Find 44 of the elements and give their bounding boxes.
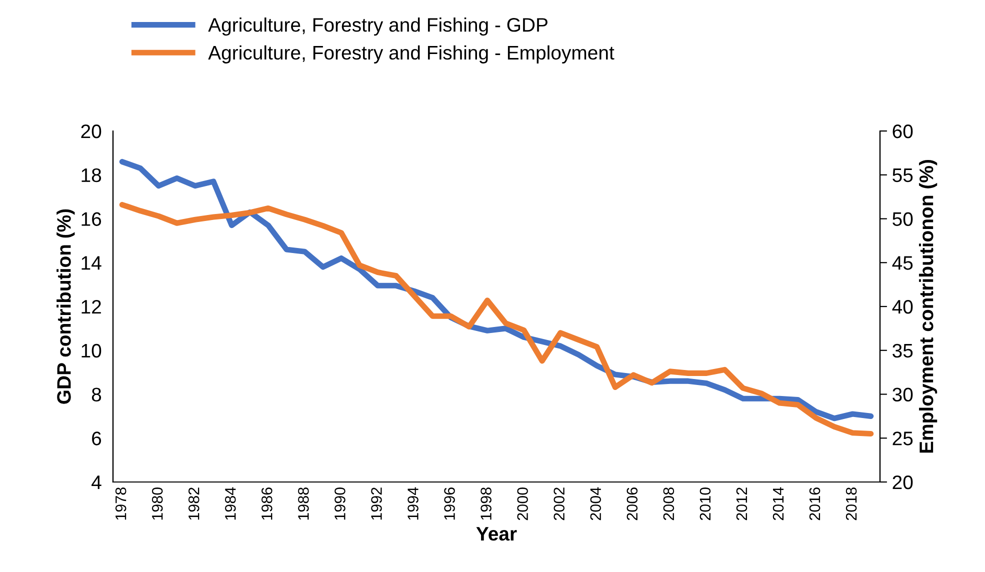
y2-tick-label: 55 [892, 168, 913, 182]
y2-tick-label: 35 [892, 344, 913, 358]
y2-tick-label: 45 [892, 256, 913, 270]
x-tick-label: 1996 [444, 488, 455, 520]
x-tick-label: 2000 [517, 487, 528, 520]
x-tick-label: 2002 [554, 488, 565, 520]
x-tick-label: 1978 [115, 488, 126, 520]
y-tick-label: 20 [81, 124, 102, 138]
y-tick-label: 6 [92, 432, 102, 446]
x-tick-label: 1986 [262, 488, 272, 520]
x-tick-label: 2006 [626, 488, 638, 520]
legend-label: Agriculture, Forestry and Fishing - GDP [208, 18, 548, 36]
x-axis-title: Year [476, 527, 517, 541]
y2-tick-label: 60 [892, 124, 913, 138]
x-tick-label: 2018 [846, 488, 857, 520]
x-tick-label: 2012 [736, 488, 748, 520]
y2-axis-title: Employment contributionon (%) [918, 160, 938, 453]
y2-tick-label: 50 [892, 212, 913, 226]
x-tick-label: 1982 [188, 488, 200, 520]
y-tick-label: 18 [82, 168, 102, 182]
x-tick-label: 1994 [408, 487, 418, 520]
x-tick-label: 1992 [371, 488, 382, 520]
y-tick-label: 14 [82, 256, 102, 270]
y-tick-label: 12 [82, 300, 101, 314]
x-tick-label: 1980 [152, 487, 163, 520]
x-tick-label: 2014 [772, 487, 784, 520]
x-tick-label: 2008 [663, 488, 674, 520]
y2-tick-label: 25 [892, 432, 913, 446]
x-tick-label: 1990 [334, 487, 346, 520]
x-tick-label: 2010 [700, 487, 711, 520]
x-tick-label: 2016 [809, 488, 820, 520]
y-tick-label: 16 [82, 212, 102, 226]
x-tick-label: 1984 [224, 487, 236, 520]
y2-tick-label: 20 [892, 475, 913, 490]
y-tick-label: 10 [82, 344, 102, 358]
y-axis-title: GDP contribution (%) [56, 209, 75, 404]
x-tick-label: 2004 [590, 487, 602, 520]
y2-tick-label: 30 [892, 388, 913, 402]
y-tick-label: 8 [92, 388, 102, 402]
x-tick-label: 1998 [480, 488, 492, 520]
y2-tick-label: 40 [892, 300, 913, 314]
legend-label: Agriculture, Forestry and Fishing - Employment [208, 45, 614, 64]
y-tick-label: 4 [92, 476, 102, 490]
x-tick-label: 1988 [298, 488, 309, 520]
